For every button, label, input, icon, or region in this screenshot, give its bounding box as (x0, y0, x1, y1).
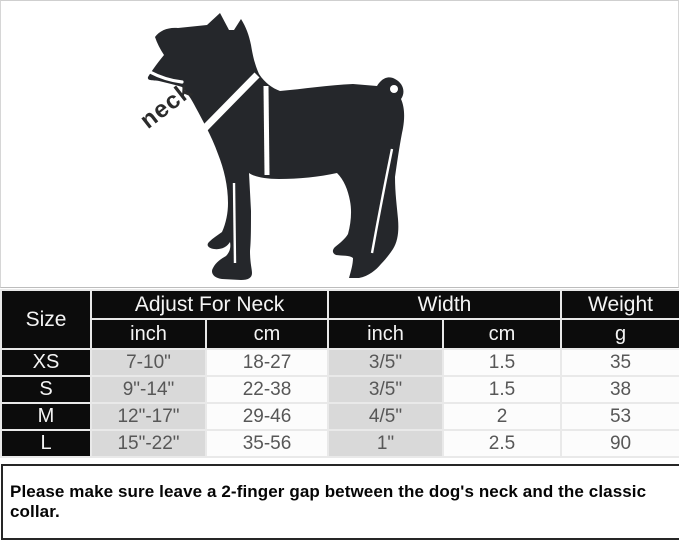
note-box: Please make sure leave a 2-finger gap be… (1, 464, 679, 540)
note-text: Please make sure leave a 2-finger gap be… (10, 482, 647, 521)
cell-s-width-cm: 1.5 (442, 375, 563, 404)
header-width: Width (327, 289, 563, 320)
subheader-neck-inch: inch (90, 318, 207, 350)
dog-diagram-section: neck (0, 0, 679, 288)
cell-xs-width-inch: 3/5" (327, 348, 445, 377)
tail-notch (390, 85, 398, 93)
cell-s-size: S (0, 375, 92, 404)
cell-l-width-cm: 2.5 (442, 429, 563, 458)
cell-m-neck-inch: 12"-17" (90, 402, 207, 431)
cell-s-weight: 38 (560, 375, 679, 404)
cell-xs-width-cm: 1.5 (442, 348, 563, 377)
rear-leg-separator (370, 148, 394, 254)
cell-m-neck-cm: 29-46 (204, 402, 330, 431)
header-weight: Weight (560, 289, 679, 320)
girth-line (263, 85, 270, 176)
mouth-line (148, 70, 184, 84)
cell-l-neck-inch: 15"-22" (90, 429, 207, 458)
cell-s-neck-cm: 22-38 (204, 375, 330, 404)
cell-l-neck-cm: 35-56 (204, 429, 330, 458)
table-row-xs: XS 7-10" 18-27 3/5" 1.5 35 (0, 348, 679, 377)
cell-m-width-inch: 4/5" (327, 402, 445, 431)
cell-l-weight: 90 (560, 429, 679, 458)
table-row-s: S 9"-14" 22-38 3/5" 1.5 38 (0, 375, 679, 404)
cell-xs-neck-inch: 7-10" (90, 348, 207, 377)
subheader-neck-cm: cm (204, 318, 330, 350)
collar-line (202, 72, 260, 131)
cell-l-size: L (0, 429, 92, 458)
subheader-width-inch: inch (327, 318, 445, 350)
cell-m-size: M (0, 402, 92, 431)
header-adjust-for-neck: Adjust For Neck (89, 289, 330, 320)
cell-s-neck-inch: 9"-14" (90, 375, 207, 404)
cell-s-width-inch: 3/5" (327, 375, 445, 404)
cell-xs-neck-cm: 18-27 (204, 348, 330, 377)
cell-l-width-inch: 1" (327, 429, 445, 458)
front-leg-separator (232, 182, 237, 264)
cell-m-weight: 53 (560, 402, 679, 431)
cell-xs-size: XS (0, 348, 92, 377)
dog-silhouette-graphic (147, 13, 405, 280)
header-size: Size (0, 289, 92, 350)
cell-m-width-cm: 2 (442, 402, 563, 431)
cell-xs-weight: 35 (560, 348, 679, 377)
subheader-weight-g: g (560, 318, 679, 350)
size-chart-table: Size Adjust For Neck Width Weight inch c… (0, 289, 679, 458)
table-row-m: M 12"-17" 29-46 4/5" 2 53 (0, 402, 679, 431)
subheader-width-cm: cm (442, 318, 563, 350)
dog-body-shape (147, 13, 405, 280)
table-row-l: L 15"-22" 35-56 1" 2.5 90 (0, 429, 679, 458)
